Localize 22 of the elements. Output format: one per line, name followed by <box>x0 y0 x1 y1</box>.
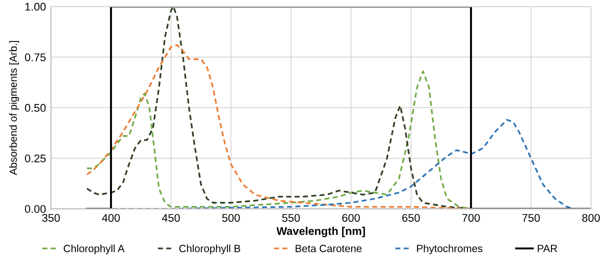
y-tick-label: 0.25 <box>24 154 46 162</box>
x-tick-label: 700 <box>462 214 480 222</box>
x-tick-label: 350 <box>42 214 60 222</box>
y-tick-label: 0.00 <box>24 205 46 213</box>
y-axis-title: Absorbend of pigments [Arb.] <box>9 40 19 176</box>
x-tick-label: 650 <box>402 214 420 222</box>
x-tick-label: 600 <box>342 214 360 222</box>
x-tick-label: 800 <box>582 214 600 222</box>
x-tick-label: 750 <box>522 214 540 222</box>
legend-label: Beta Carotene <box>296 244 362 252</box>
y-tick-label: 0.50 <box>24 104 46 112</box>
x-tick-label: 450 <box>162 214 180 222</box>
x-axis-title: Wavelength [nm] <box>276 226 365 238</box>
legend-label: Phytochromes <box>417 244 482 254</box>
x-tick-label: 400 <box>102 214 120 222</box>
legend-label: Chlorophyll B <box>179 244 240 254</box>
y-tick-label: 0.75 <box>24 53 46 62</box>
legend-label: Chlorophyll A <box>64 244 125 254</box>
legend-label: PAR <box>538 244 558 252</box>
y-tick-label: 1.00 <box>25 2 46 11</box>
x-tick-label: 550 <box>282 214 300 222</box>
x-tick-label: 500 <box>222 214 240 222</box>
